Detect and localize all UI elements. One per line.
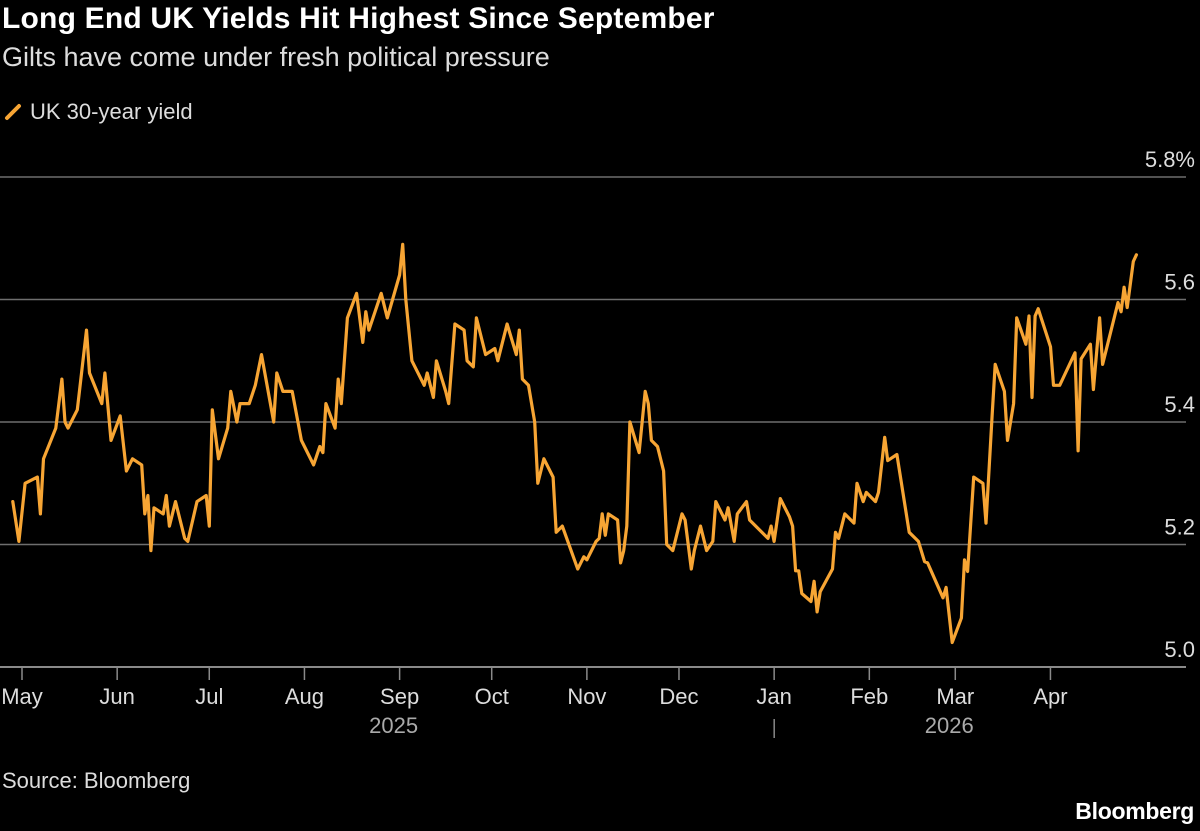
series-line-uk-30-year-yield	[11, 242, 1138, 645]
year-label: 2026	[925, 713, 974, 738]
legend: UK 30-year yield	[4, 99, 193, 125]
x-tick-label: Jan	[756, 684, 791, 709]
y-tick-label: 5.4	[1164, 392, 1195, 417]
source-note: Source: Bloomberg	[2, 768, 191, 793]
x-tick-label: Mar	[936, 684, 974, 709]
line-chart: 5.0 5.2 5.4 5.6 5.8% May Jun Jul Aug Sep Oct Nov Dec…	[0, 147, 1195, 738]
year-label: 2025	[369, 713, 418, 738]
y-tick-label: 5.8%	[1145, 147, 1195, 172]
bloomberg-logo: Bloomberg	[1075, 798, 1194, 824]
x-tick-label: Oct	[475, 684, 509, 709]
y-tick-label: 5.2	[1164, 515, 1195, 540]
chart-title: Long End UK Yields Hit Highest Since Sep…	[2, 2, 715, 35]
legend-label: UK 30-year yield	[30, 99, 193, 124]
legend-line-icon	[4, 103, 22, 121]
y-tick-label: 5.0	[1164, 637, 1195, 662]
x-tick-label: Nov	[567, 684, 606, 709]
x-tick-label: May	[1, 684, 43, 709]
chart-subtitle: Gilts have come under fresh political pr…	[2, 42, 550, 72]
x-tick-label: Aug	[285, 684, 324, 709]
y-tick-label: 5.6	[1164, 270, 1195, 295]
x-tick-label: Feb	[850, 684, 888, 709]
x-tick-label: Jul	[195, 684, 223, 709]
x-tick-label: Sep	[380, 684, 419, 709]
x-tick-label: Apr	[1033, 684, 1067, 709]
x-tick-label: Jun	[99, 684, 134, 709]
x-tick-label: Dec	[659, 684, 698, 709]
